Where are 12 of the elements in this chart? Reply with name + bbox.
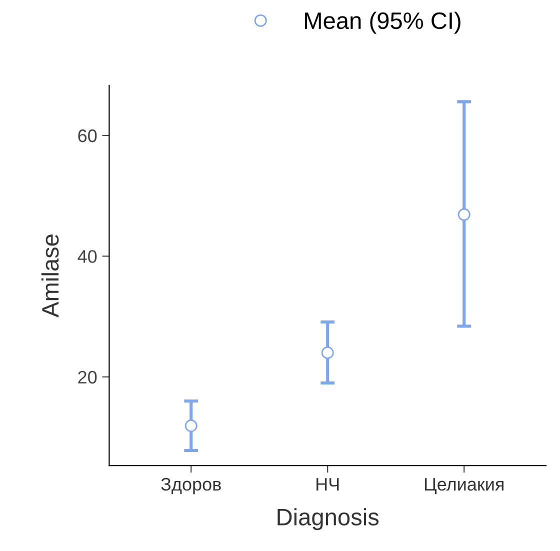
y-tick-label: 60 — [78, 129, 97, 142]
x-tick-label: НЧ — [316, 478, 339, 490]
x-tick-label: Здоров — [161, 478, 221, 494]
y-axis-title: Amilase — [41, 234, 59, 318]
point — [184, 420, 198, 432]
point — [321, 346, 334, 359]
point — [458, 208, 470, 221]
x-tick-label: Целиакия — [424, 478, 504, 494]
x-axis-title: Diagnosis — [278, 508, 379, 530]
y-tick-label: 20 — [78, 370, 97, 384]
y-tick-label: 40 — [78, 250, 97, 263]
legend-label: Mean (95% CI) — [305, 12, 460, 34]
